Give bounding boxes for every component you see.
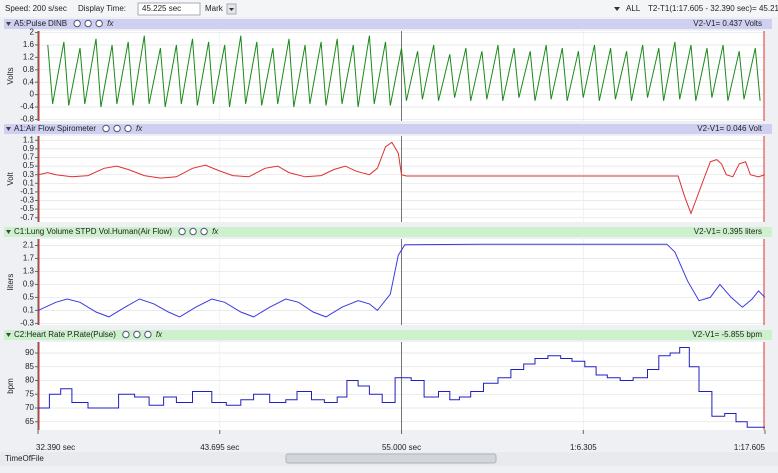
- y-tick-label: 90: [25, 348, 34, 357]
- channel-title: A1:Air Flow: [14, 124, 55, 133]
- y-tick-label: 0.9: [23, 280, 35, 289]
- speed[interactable]: Speed: 200 s/sec: [5, 4, 67, 13]
- zoom-icon[interactable]: [122, 330, 130, 339]
- y-tick-label: 85: [25, 362, 34, 371]
- zoom-icon[interactable]: [73, 19, 81, 28]
- panel-header: [4, 19, 772, 29]
- zoom-icon[interactable]: [189, 227, 197, 236]
- panel-header: [4, 330, 772, 340]
- y-tick-label: 0.8: [23, 65, 35, 74]
- y-tick-label: 1.1: [23, 135, 35, 144]
- y-tick-label: 75: [25, 389, 34, 398]
- zoom-icon[interactable]: [144, 330, 152, 339]
- y-tick-label: 0.5: [23, 293, 35, 302]
- y-tick-label: 70: [25, 403, 34, 412]
- channel-title: C2:Heart Rate: [14, 330, 66, 339]
- y-tick-label: 1.2: [23, 52, 35, 61]
- y-axis-label: liters: [6, 274, 15, 291]
- trace: [47, 35, 761, 108]
- y-tick-label: 2.1: [23, 241, 35, 250]
- trace: [37, 243, 766, 318]
- all[interactable]: ALL: [626, 4, 641, 13]
- measurement: V2-V1= 0.395 liters: [694, 227, 762, 236]
- zoom-icon[interactable]: [95, 19, 103, 28]
- collapse-toggle[interactable]: [6, 127, 11, 131]
- zoom-icon[interactable]: [102, 124, 110, 133]
- x-tick-label: 55.000 sec: [382, 443, 421, 452]
- y-tick-label: -0.7: [20, 213, 34, 222]
- trace: [38, 347, 765, 428]
- zoom-icon[interactable]: [124, 124, 132, 133]
- panel-header: [4, 124, 772, 134]
- y-tick-label: 65: [25, 417, 34, 426]
- panel-header: [4, 227, 772, 237]
- range: T2-T1(1:17.605 - 32.390 sec)= 45.215 sec: [648, 4, 778, 13]
- y-tick-label: 80: [25, 376, 34, 385]
- y-tick-label: 1.6: [23, 40, 35, 49]
- y-tick-label: 0: [30, 90, 35, 99]
- dropdown-arrow: [229, 8, 234, 11]
- y-tick-label: -0.1: [20, 187, 34, 196]
- y-tick-label: 0.5: [23, 161, 35, 170]
- y-axis-label: bpm: [6, 378, 15, 394]
- channel-subtitle: Spirometer: [57, 124, 96, 133]
- x-tick-label: 32.390 sec: [36, 443, 75, 452]
- y-tick-label: 0.9: [23, 144, 35, 153]
- scroll-thumb[interactable]: [285, 453, 497, 464]
- y-axis-label: Volts: [6, 67, 15, 84]
- collapse-toggle[interactable]: [6, 333, 11, 337]
- y-tick-label: -0.8: [20, 115, 34, 124]
- y-tick-label: 1.7: [23, 254, 35, 263]
- y-tick-label: -0.3: [20, 196, 34, 205]
- display-time-label: Display Time:: [78, 4, 126, 13]
- x-tick-label: 43.695 sec: [200, 443, 239, 452]
- channel-subtitle: STPD Vol.Human(Air Flow): [75, 227, 172, 236]
- y-tick-label: 1.3: [23, 267, 35, 276]
- function-icon[interactable]: fx: [212, 227, 219, 236]
- channel-subtitle: DINB: [48, 19, 67, 28]
- channel-title: C1:Lung Volume: [14, 227, 74, 236]
- y-tick-label: -0.5: [20, 204, 34, 213]
- channel-title: A5:Pulse: [14, 19, 47, 28]
- collapse-toggle[interactable]: [6, 230, 11, 234]
- zoom-icon[interactable]: [200, 227, 208, 236]
- y-tick-label: 0.4: [23, 77, 35, 86]
- collapse-toggle[interactable]: [6, 22, 11, 26]
- measurement: V2-V1= -5.855 bpm: [692, 330, 762, 339]
- function-icon[interactable]: fx: [107, 19, 114, 28]
- x-tick-label: 1:6.305: [570, 443, 597, 452]
- y-tick-label: -0.4: [20, 102, 34, 111]
- y-tick-label: 0.7: [23, 153, 35, 162]
- y-axis-label: Volt: [6, 172, 15, 186]
- measurement: V2-V1= 0.437 Volts: [693, 19, 762, 28]
- function-icon[interactable]: fx: [136, 124, 143, 133]
- y-tick-label: 2: [30, 28, 35, 37]
- all-dropdown[interactable]: [614, 7, 620, 11]
- footer-label: TimeOfFile: [5, 454, 44, 463]
- channel-subtitle: P.Rate(Pulse): [67, 330, 116, 339]
- zoom-icon[interactable]: [84, 19, 92, 28]
- zoom-icon[interactable]: [133, 330, 141, 339]
- y-tick-label: 0.1: [23, 178, 35, 187]
- y-tick-label: 0.3: [23, 170, 35, 179]
- zoom-icon[interactable]: [113, 124, 121, 133]
- display-time[interactable]: 45.225 sec: [142, 4, 181, 13]
- function-icon[interactable]: fx: [156, 330, 163, 339]
- zoom-icon[interactable]: [178, 227, 186, 236]
- measurement: V2-V1= 0.046 Volt: [697, 124, 762, 133]
- mark[interactable]: Mark: [205, 4, 224, 13]
- y-tick-label: 0.1: [23, 306, 35, 315]
- x-tick-label: 1:17.605: [734, 443, 766, 452]
- display-time-input[interactable]: [137, 2, 201, 16]
- trace: [38, 141, 766, 215]
- y-tick-label: -0.3: [20, 318, 34, 327]
